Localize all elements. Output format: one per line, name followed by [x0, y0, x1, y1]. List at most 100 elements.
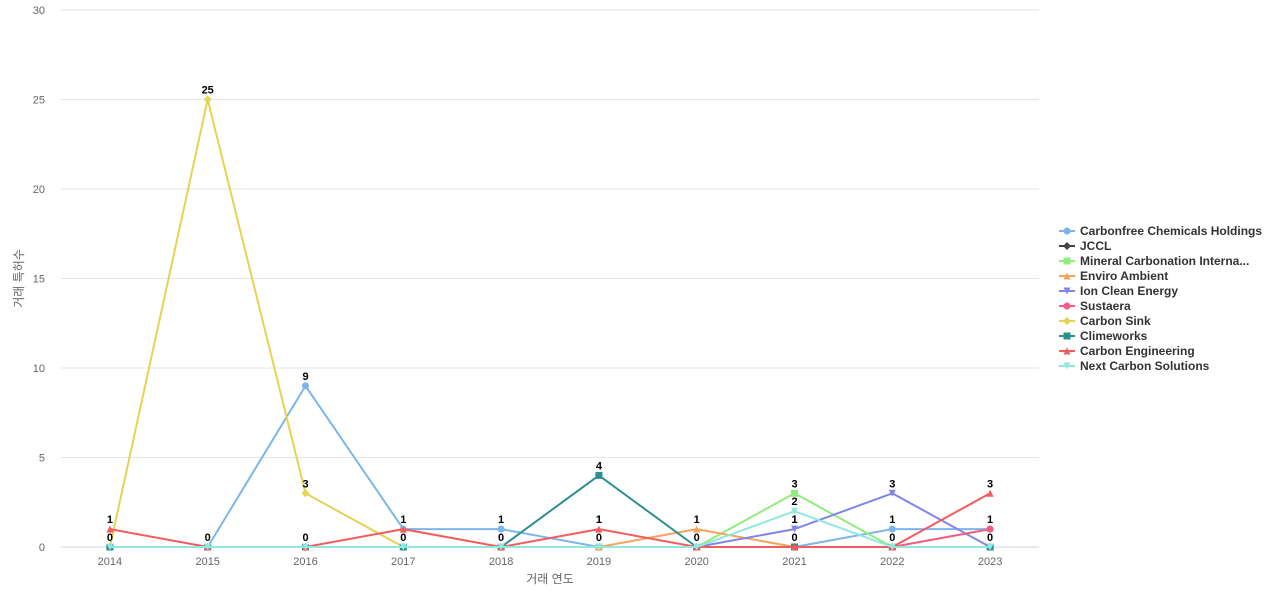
data-point[interactable] — [399, 543, 407, 551]
series-2[interactable] — [106, 489, 994, 551]
x-axis-title: 거래 연도 — [526, 572, 574, 586]
data-label: 0 — [400, 532, 406, 544]
data-label: 4 — [596, 460, 603, 472]
legend-item[interactable]: Ion Clean Energy — [1059, 284, 1178, 298]
series-6[interactable] — [105, 95, 995, 552]
x-axis: 2014 2015 2016 2017 2018 2019 2020 2021 2022 2023 — [98, 556, 1003, 568]
data-label: 0 — [791, 532, 797, 544]
legend-label[interactable]: Next Carbon Solutions — [1080, 359, 1210, 373]
data-point[interactable] — [791, 489, 798, 497]
data-label: 3 — [889, 478, 895, 490]
y-tick-label: 15 — [33, 274, 45, 286]
data-label: 1 — [596, 514, 602, 526]
data-label: 1 — [889, 514, 895, 526]
legend[interactable]: Carbonfree Chemicals HoldingsJCCLMineral… — [1059, 224, 1262, 373]
legend-marker — [1063, 257, 1071, 265]
data-point[interactable] — [595, 543, 603, 551]
series-0[interactable] — [106, 382, 994, 551]
legend-item[interactable]: Sustaera — [1059, 299, 1131, 313]
data-point[interactable] — [986, 489, 994, 497]
data-point[interactable] — [986, 525, 994, 533]
data-label: 1 — [791, 514, 797, 526]
legend-item[interactable]: Mineral Carbonation Interna... — [1059, 254, 1249, 268]
x-tick-label: 2016 — [293, 556, 317, 568]
data-label: 1 — [498, 514, 504, 526]
data-point[interactable] — [204, 543, 212, 551]
data-point[interactable] — [595, 471, 603, 479]
x-tick-label: 2015 — [195, 556, 219, 568]
legend-label[interactable]: Sustaera — [1080, 299, 1131, 313]
y-tick-label: 10 — [33, 363, 45, 375]
legend-item[interactable]: Carbonfree Chemicals Holdings — [1059, 224, 1262, 238]
data-point[interactable] — [497, 543, 505, 551]
data-label: 3 — [302, 478, 308, 490]
data-point[interactable] — [888, 525, 896, 533]
legend-item[interactable]: Carbon Engineering — [1059, 344, 1195, 358]
data-point[interactable] — [106, 525, 114, 533]
legend-marker — [1063, 362, 1071, 370]
data-label: 9 — [302, 371, 308, 383]
legend-item[interactable]: Carbon Sink — [1059, 314, 1151, 328]
y-axis-title: 거래 특허수 — [12, 249, 26, 308]
data-point[interactable] — [791, 543, 798, 551]
data-point[interactable] — [497, 525, 505, 533]
data-point[interactable] — [399, 525, 407, 533]
legend-item[interactable]: Climeworks — [1059, 329, 1148, 343]
data-point[interactable] — [888, 489, 896, 497]
x-tick-label: 2014 — [98, 556, 122, 568]
legend-item[interactable]: JCCL — [1059, 239, 1111, 253]
data-label: 0 — [205, 532, 211, 544]
data-point[interactable] — [693, 525, 701, 533]
legend-label[interactable]: Enviro Ambient — [1080, 269, 1168, 283]
legend-marker — [1063, 317, 1071, 325]
data-point[interactable] — [986, 543, 994, 551]
data-label: 0 — [987, 532, 993, 544]
legend-marker — [1063, 242, 1071, 250]
data-label: 0 — [498, 532, 504, 544]
x-tick-label: 2019 — [587, 556, 611, 568]
legend-item[interactable]: Enviro Ambient — [1059, 269, 1168, 283]
legend-label[interactable]: Mineral Carbonation Interna... — [1080, 254, 1249, 268]
series-line[interactable] — [108, 384, 992, 548]
series-line[interactable] — [108, 492, 992, 548]
x-tick-label: 2017 — [391, 556, 415, 568]
legend-label[interactable]: Carbonfree Chemicals Holdings — [1080, 224, 1262, 238]
x-tick-label: 2020 — [684, 556, 708, 568]
legend-item[interactable]: Next Carbon Solutions — [1059, 359, 1210, 373]
legend-label[interactable]: Carbon Engineering — [1080, 344, 1195, 358]
data-point[interactable] — [595, 525, 603, 533]
legend-label[interactable]: Climeworks — [1080, 329, 1148, 343]
data-label: 1 — [596, 514, 602, 526]
data-label: 1 — [400, 514, 406, 526]
data-point[interactable] — [302, 543, 309, 551]
x-tick-label: 2023 — [978, 556, 1002, 568]
x-tick-label: 2021 — [782, 556, 806, 568]
legend-label[interactable]: Carbon Sink — [1080, 314, 1151, 328]
legend-marker — [1063, 272, 1071, 280]
data-label: 3 — [791, 478, 797, 490]
data-point[interactable] — [791, 525, 798, 533]
data-label: 0 — [302, 532, 308, 544]
series-line[interactable] — [108, 98, 992, 548]
data-label: 1 — [694, 514, 700, 526]
series-4[interactable] — [106, 489, 994, 551]
series-line[interactable] — [108, 510, 992, 548]
legend-marker — [1063, 347, 1071, 355]
data-label: 2 — [791, 496, 797, 508]
legend-label[interactable]: JCCL — [1080, 239, 1111, 253]
y-axis: 0 5 10 15 20 25 30 — [33, 5, 45, 554]
data-point[interactable] — [203, 95, 212, 104]
data-label: 1 — [791, 514, 797, 526]
series-9[interactable] — [106, 507, 994, 551]
data-point[interactable] — [693, 543, 701, 551]
data-point[interactable] — [302, 382, 309, 390]
data-point[interactable] — [106, 543, 114, 551]
legend-label[interactable]: Ion Clean Energy — [1080, 284, 1178, 298]
data-point[interactable] — [301, 489, 310, 498]
data-point[interactable] — [791, 507, 798, 515]
data-label: 1 — [107, 514, 113, 526]
data-point[interactable] — [888, 543, 896, 551]
series-8[interactable] — [106, 489, 994, 551]
grid-lines — [61, 9, 1039, 548]
